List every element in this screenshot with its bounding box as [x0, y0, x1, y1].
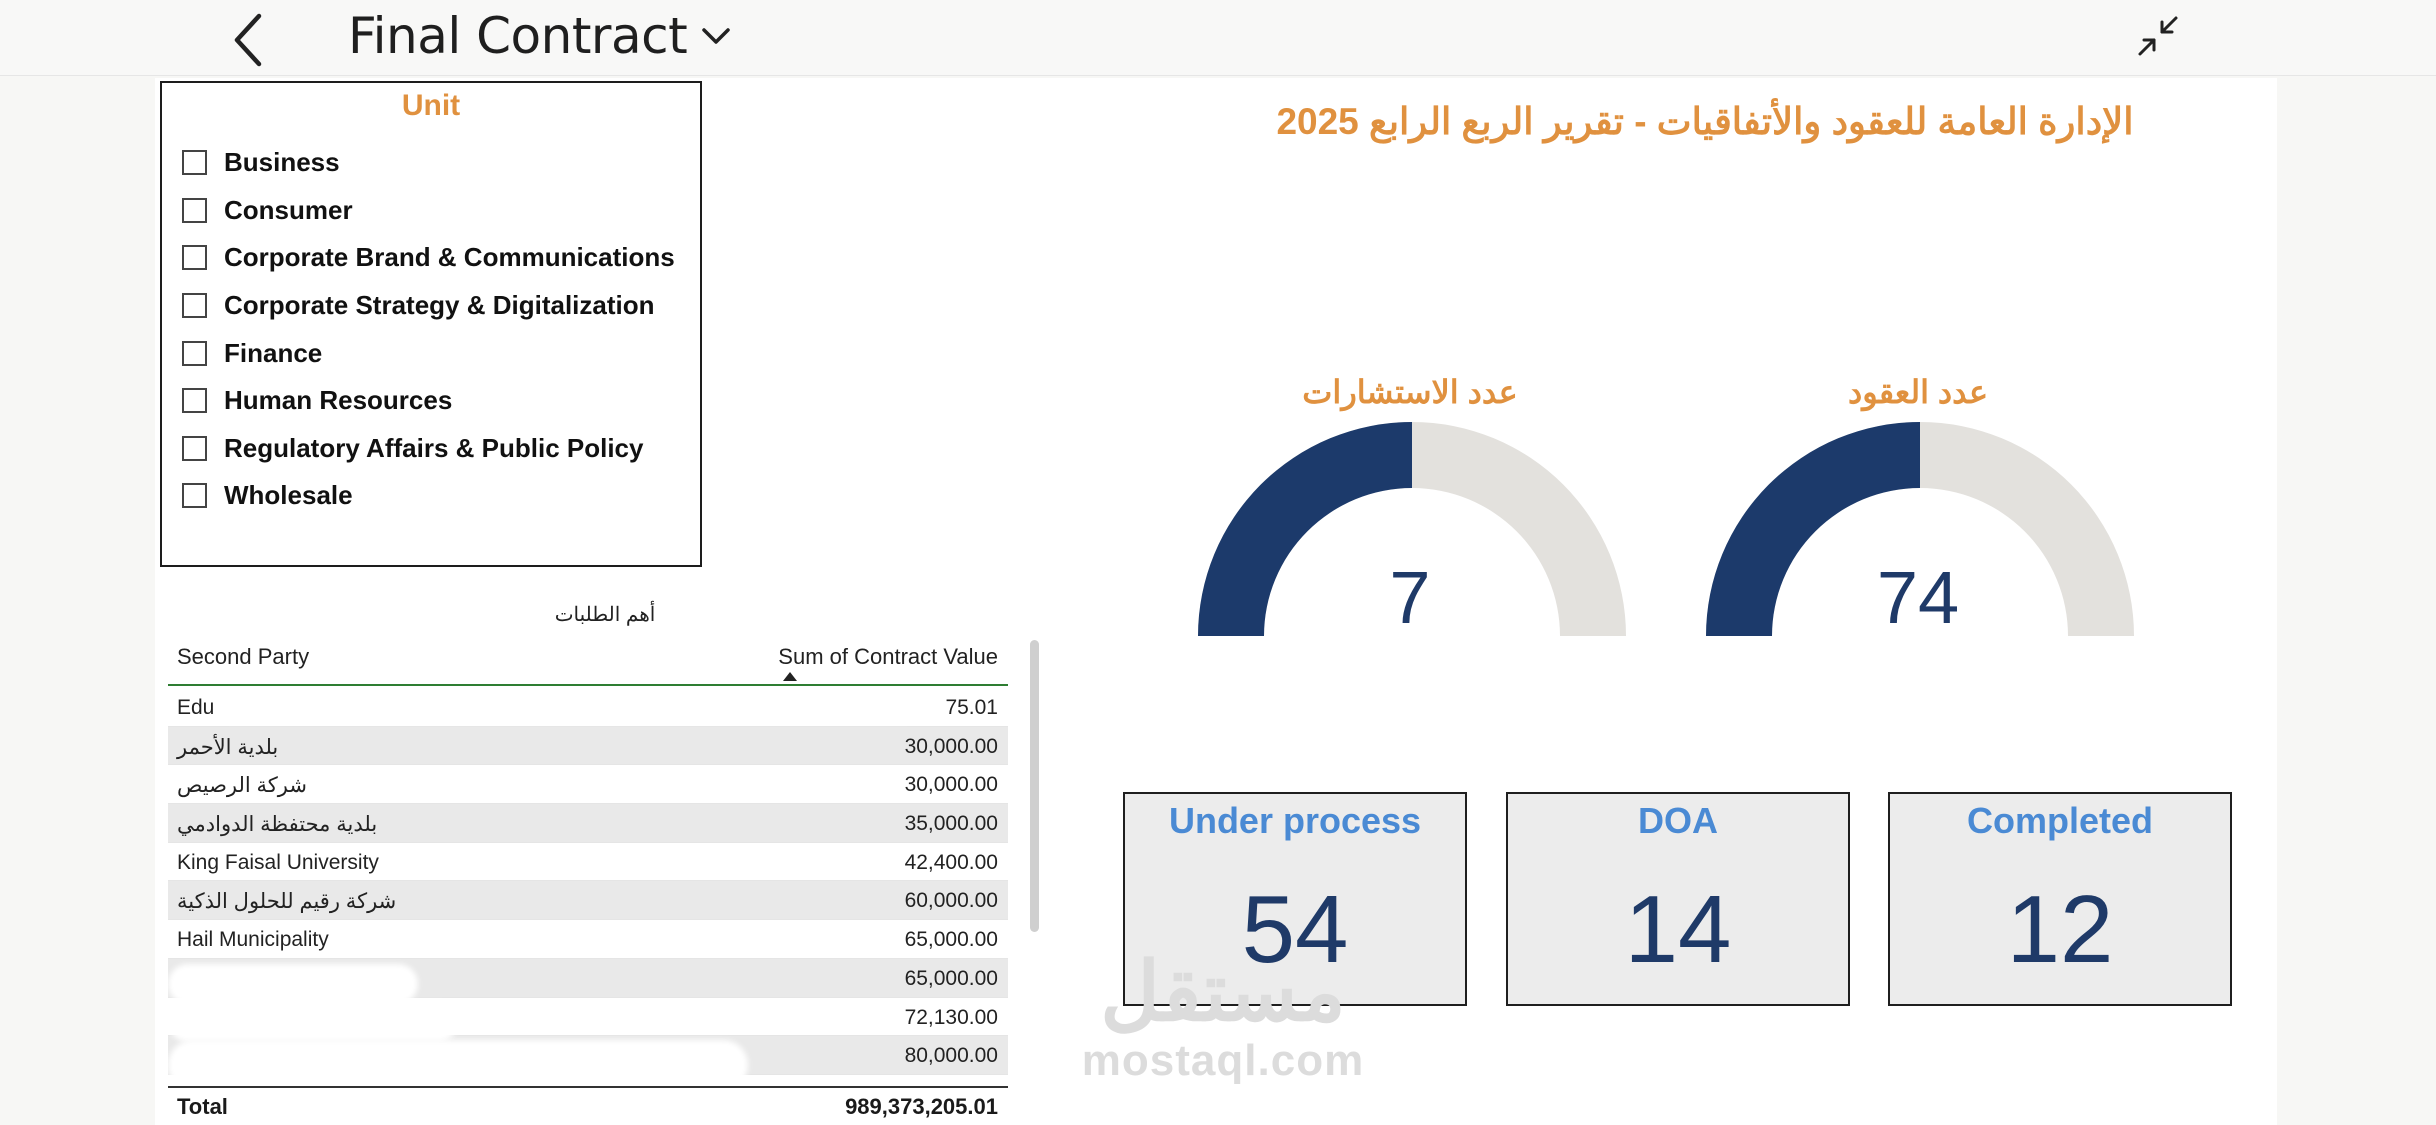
slicer-item-label: Corporate Strategy & Digitalization — [224, 290, 655, 321]
checkbox[interactable] — [182, 340, 207, 366]
table-row[interactable]: بلدية الأحمر 30,000.00 — [168, 726, 1008, 766]
checkbox[interactable] — [182, 197, 207, 223]
cell-contract-value: 80,000.00 — [904, 1044, 998, 1068]
cell-contract-value: 65,000.00 — [904, 966, 998, 990]
total-value: 989,373,205.01 — [845, 1094, 998, 1119]
gauge-value-consultations: 7 — [1389, 556, 1431, 639]
table-row[interactable]: بلدية محتفظة الدوادمي 35,000.00 — [168, 804, 1008, 843]
cell-second-party: شركة رقيم للحلول الذكية — [177, 890, 397, 914]
gauge-label-consultations: عدد الاستشارات — [1302, 374, 1518, 410]
watermark-arabic: مستقل — [1100, 947, 1346, 1038]
unit-slicer: Unit Business Consumer Corporate Brand &… — [160, 81, 702, 567]
table-header: Second Party Sum of Contract Value — [168, 634, 1008, 686]
back-button[interactable] — [225, 8, 275, 68]
cell-contract-value: 30,000.00 — [904, 734, 998, 758]
report-title-dropdown[interactable]: Final Contract — [348, 6, 731, 66]
collapse-arrows-icon — [2138, 16, 2178, 56]
checkbox[interactable] — [182, 435, 207, 461]
watermark-logo: مستقل mostaql.com — [1068, 948, 1378, 1084]
slicer-item-corporate-brand[interactable]: Corporate Brand & Communications — [182, 234, 675, 282]
cell-contract-value: 72,130.00 — [904, 1005, 998, 1029]
slicer-item-label: Business — [224, 147, 340, 178]
slicer-item-corporate-strategy[interactable]: Corporate Strategy & Digitalization — [182, 282, 675, 330]
slicer-item-regulatory-affairs[interactable]: Regulatory Affairs & Public Policy — [182, 425, 675, 473]
card-completed[interactable]: Completed 12 — [1888, 792, 2232, 1006]
contracts-table: Second Party Sum of Contract Value Edu 7… — [168, 634, 1008, 1124]
gauge-fill — [1198, 422, 1412, 636]
gauge-label-contracts: عدد العقود — [1847, 374, 1989, 410]
card-title: DOA — [1638, 800, 1718, 841]
redaction-mask — [218, 692, 918, 722]
cell-contract-value: 35,000.00 — [904, 812, 998, 836]
chevron-left-icon — [234, 13, 262, 67]
table-row[interactable]: King Faisal University 42,400.00 — [168, 843, 1008, 882]
checkbox[interactable] — [182, 483, 207, 509]
gauge-value-contracts: 74 — [1876, 556, 1960, 639]
table-title: أهم الطلبات — [554, 604, 656, 626]
redaction-mask — [168, 964, 418, 1004]
slicer-item-label: Regulatory Affairs & Public Policy — [224, 432, 644, 463]
slicer-list: Business Consumer Corporate Brand & Comm… — [182, 139, 675, 520]
slicer-item-label: Corporate Brand & Communications — [224, 242, 675, 273]
dashboard-title: الإدارة العامة للعقود والأتفاقيات - تقري… — [1276, 101, 2134, 142]
redaction-mask — [168, 1002, 458, 1042]
table-row[interactable]: Edu 75.01 — [168, 688, 1008, 727]
table-row[interactable]: Hail Municipality 65,000.00 — [168, 920, 1008, 959]
gauge-consultations[interactable] — [1196, 420, 1628, 638]
table-scrollbar[interactable] — [1030, 640, 1039, 932]
cell-second-party: Edu — [177, 696, 215, 719]
table-row[interactable]: 72,130.00 — [168, 998, 1008, 1037]
table-row[interactable]: شركة الرصيص 30,000.00 — [168, 765, 1008, 805]
cell-contract-value: 75.01 — [945, 696, 998, 719]
cell-second-party: Hail Municipality — [177, 928, 329, 952]
cell-contract-value: 65,000.00 — [904, 928, 998, 952]
column-header-contract-value[interactable]: Sum of Contract Value — [778, 644, 998, 669]
checkbox[interactable] — [182, 293, 207, 319]
slicer-item-label: Finance — [224, 337, 323, 368]
cell-contract-value: 60,000.00 — [904, 889, 998, 913]
watermark-latin: mostaql.com — [1081, 1036, 1365, 1085]
gauge-contracts[interactable] — [1704, 420, 2136, 638]
column-header-second-party[interactable]: Second Party — [177, 644, 310, 669]
slicer-item-business[interactable]: Business — [182, 139, 675, 187]
card-value: 14 — [1624, 876, 1732, 983]
card-value: 54 — [1241, 876, 1349, 983]
chevron-down-icon — [702, 28, 730, 44]
slicer-item-label: Human Resources — [224, 385, 453, 416]
card-title: Completed — [1966, 800, 2153, 841]
report-title: Final Contract — [348, 7, 688, 65]
slicer-item-wholesale[interactable]: Wholesale — [182, 472, 675, 520]
checkbox[interactable] — [182, 388, 207, 414]
table-row[interactable]: شركة رقيم للحلول الذكية 60,000.00 — [168, 881, 1008, 921]
slicer-item-label: Wholesale — [224, 480, 353, 511]
collapse-button[interactable] — [2136, 14, 2180, 58]
cell-second-party: King Faisal University — [177, 850, 379, 874]
total-label: Total — [177, 1094, 228, 1119]
slicer-title: Unit — [401, 89, 461, 122]
gauge-fill — [1706, 422, 1920, 636]
checkbox[interactable] — [182, 150, 207, 176]
card-doa[interactable]: DOA 14 — [1506, 792, 1850, 1006]
slicer-item-human-resources[interactable]: Human Resources — [182, 377, 675, 425]
slicer-item-finance[interactable]: Finance — [182, 329, 675, 377]
card-under-process[interactable]: Under process 54 — [1123, 792, 1467, 1006]
sort-ascending-icon — [783, 672, 797, 681]
cell-contract-value: 42,400.00 — [904, 850, 998, 874]
card-title: Under process — [1168, 800, 1422, 841]
top-bar: Final Contract — [0, 0, 2436, 76]
cell-second-party: بلدية محتفظة الدوادمي — [177, 813, 378, 837]
card-value: 12 — [2006, 876, 2114, 983]
cell-second-party: بلدية الأحمر — [177, 735, 279, 759]
slicer-item-label: Consumer — [224, 194, 353, 225]
checkbox[interactable] — [182, 245, 207, 271]
redaction-mask — [168, 1040, 748, 1090]
slicer-item-consumer[interactable]: Consumer — [182, 187, 675, 235]
cell-second-party: شركة الرصيص — [177, 774, 307, 798]
cell-contract-value: 30,000.00 — [904, 773, 998, 797]
table-total-row: Total 989,373,205.01 — [168, 1086, 1008, 1122]
